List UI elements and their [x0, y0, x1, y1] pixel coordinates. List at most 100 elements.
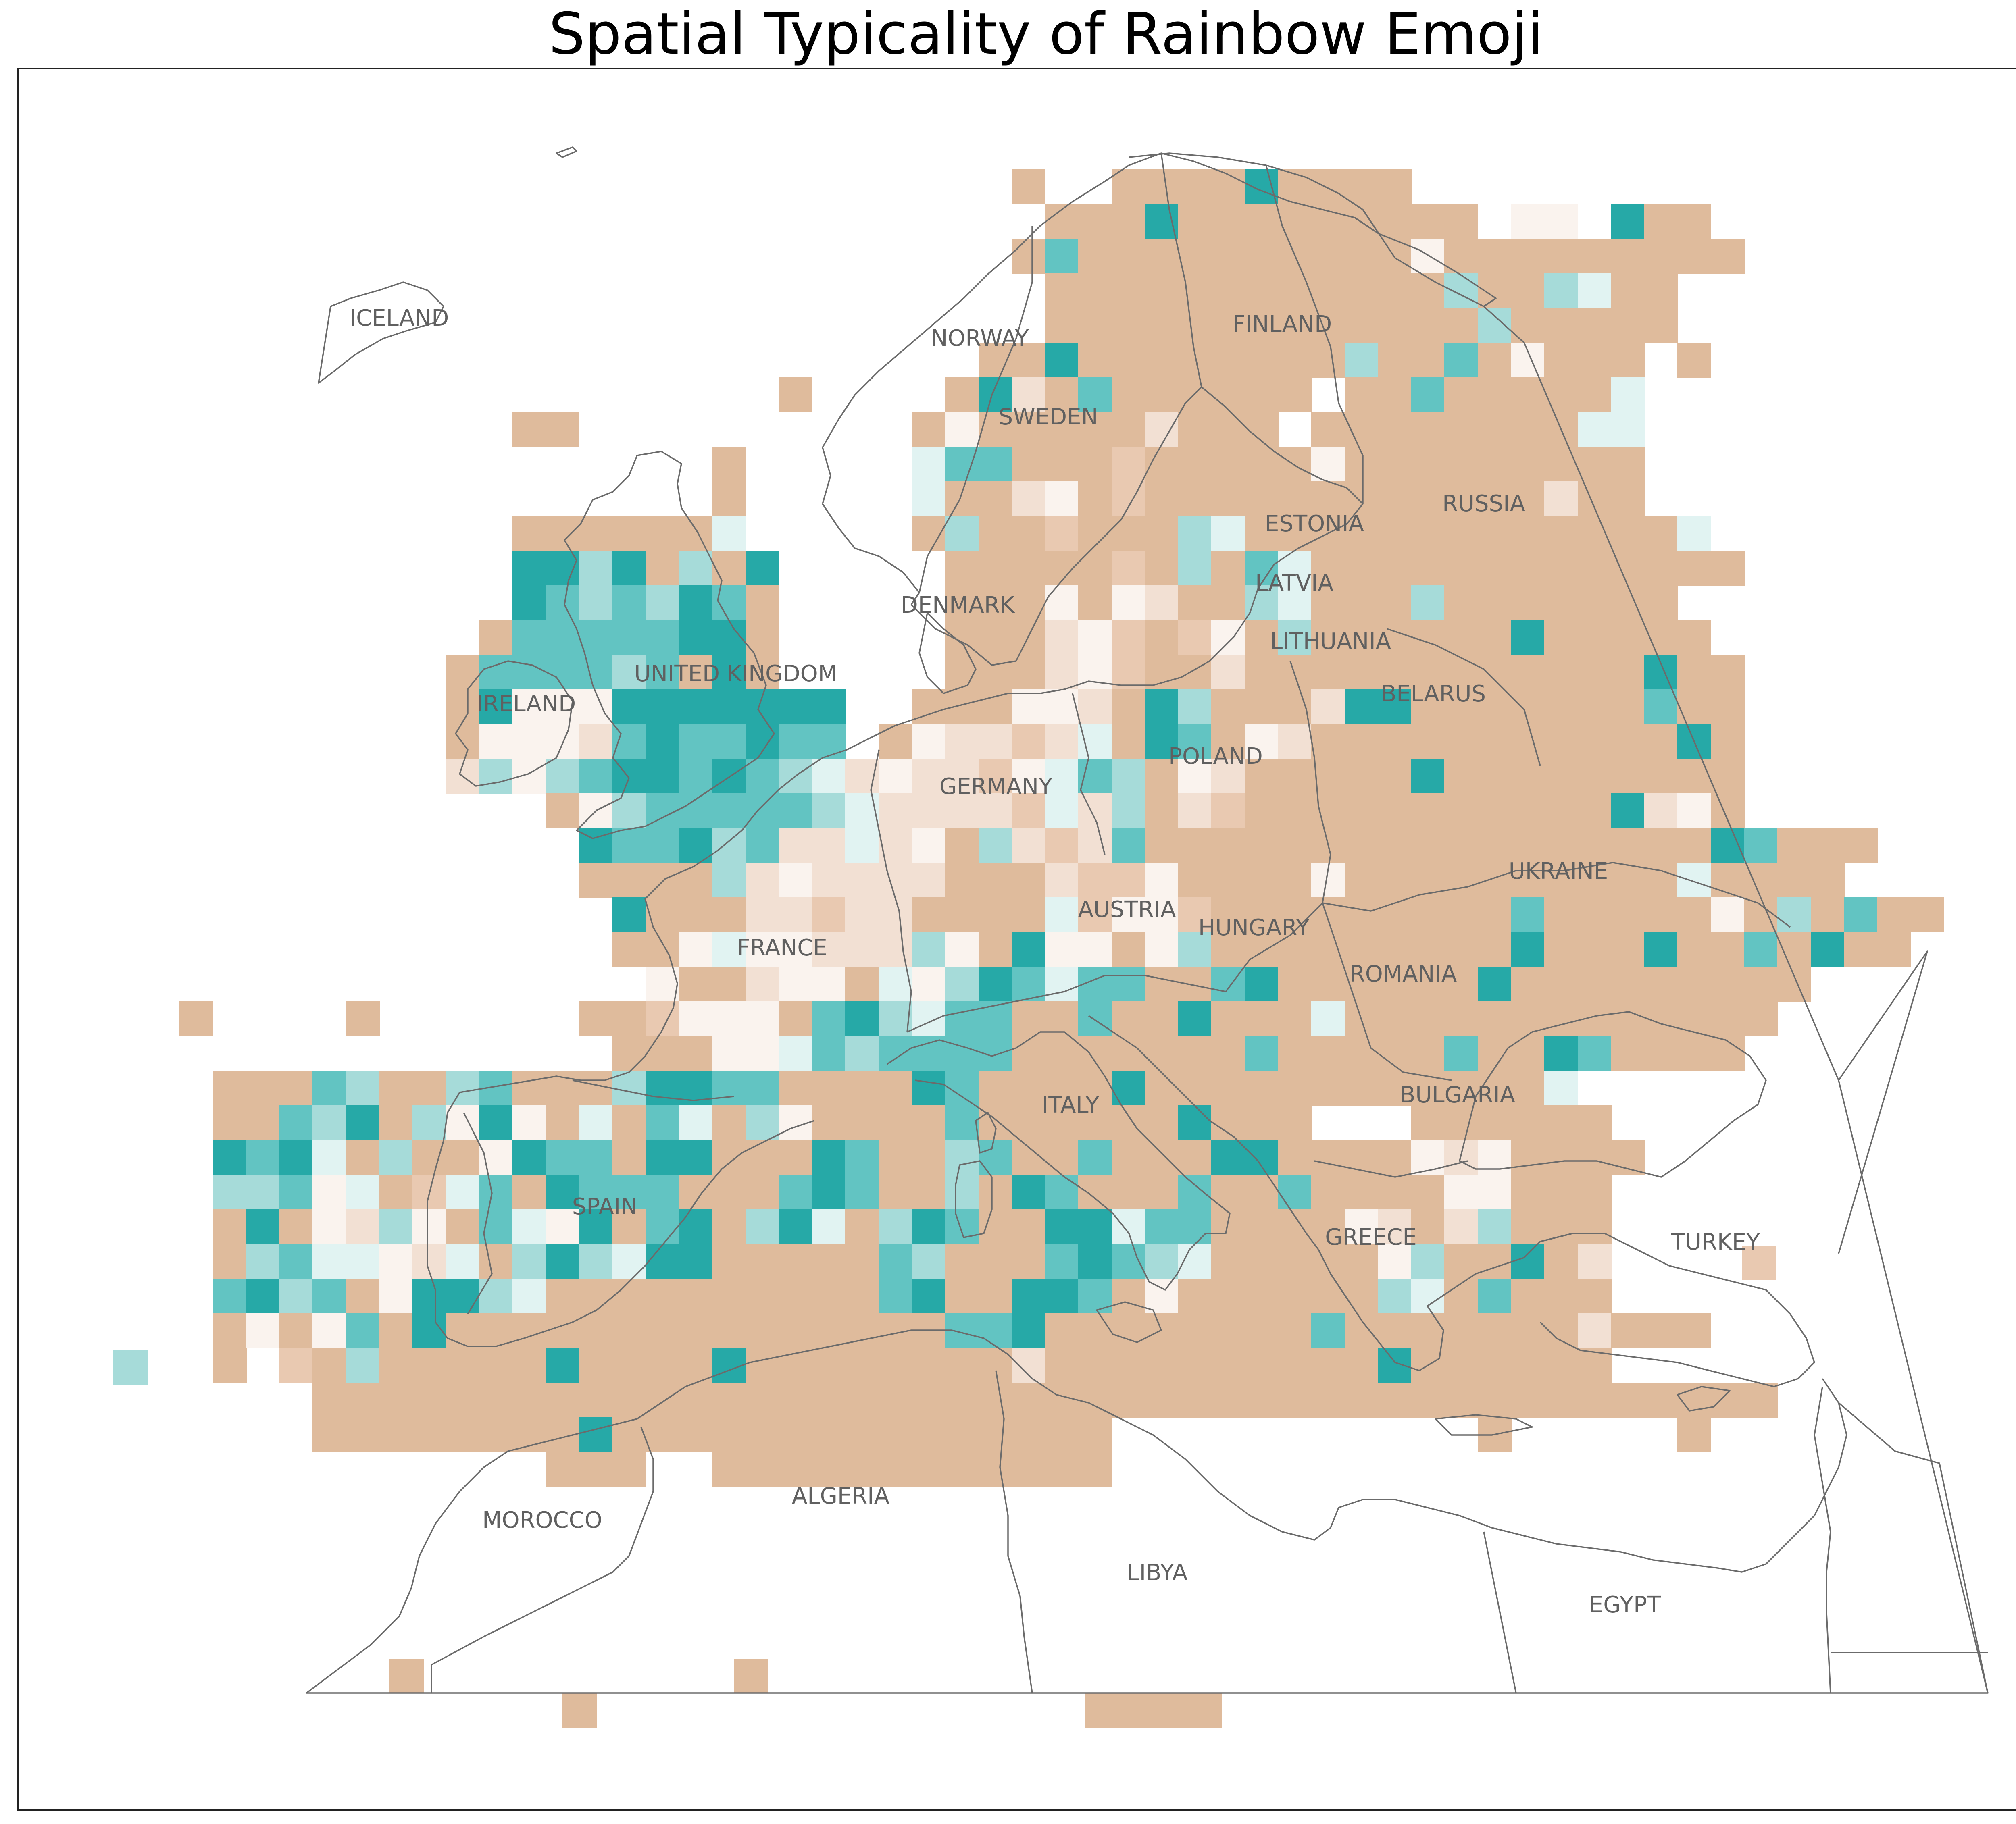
grid-cell	[945, 1209, 979, 1244]
grid-cell	[812, 1417, 846, 1452]
grid-cell	[1511, 1001, 1545, 1036]
grid-cell	[379, 1244, 413, 1279]
grid-cell	[646, 620, 679, 655]
grid-cell	[1178, 585, 1212, 620]
grid-cell	[646, 1417, 679, 1452]
grid-cell	[1112, 1244, 1145, 1279]
grid-cell	[1345, 1175, 1379, 1210]
grid-cell	[1378, 863, 1412, 898]
coastline-continent-west	[427, 693, 1040, 1347]
grid-cell	[1444, 1071, 1478, 1106]
grid-cell	[1145, 828, 1179, 863]
grid-cell	[1677, 1417, 1711, 1452]
grid-cell	[1211, 897, 1245, 932]
grid-cell	[1012, 343, 1045, 378]
grid-cell	[979, 377, 1012, 412]
grid-cell	[646, 759, 679, 794]
grid-cell	[579, 759, 613, 794]
country-label-libya: LIBYA	[1127, 1560, 1187, 1586]
grid-cell	[712, 1036, 746, 1071]
border-libya-egypt	[1483, 1531, 1517, 1693]
grid-cell	[1045, 1209, 1079, 1244]
grid-cell	[1478, 1105, 1512, 1140]
grid-cell	[1178, 828, 1212, 863]
grid-cell	[612, 1001, 646, 1036]
grid-cell	[546, 1071, 579, 1106]
grid-cell	[679, 516, 713, 551]
grid-cell	[945, 1036, 979, 1071]
grid-cell	[712, 1071, 746, 1106]
grid-cell	[1444, 620, 1478, 655]
grid-cell	[712, 759, 746, 794]
grid-cell	[979, 793, 1012, 828]
grid-cell	[979, 1452, 1012, 1487]
grid-cell	[1311, 724, 1345, 759]
grid-cell	[546, 1140, 579, 1175]
grid-cell	[1012, 1348, 1045, 1383]
grid-cell	[1245, 689, 1279, 724]
grid-cell	[845, 1417, 879, 1452]
grid-cell	[1078, 481, 1112, 516]
grid-cell	[1478, 377, 1512, 412]
grid-cell	[579, 620, 613, 655]
grid-cell	[1578, 1175, 1612, 1210]
grid-cell	[1078, 793, 1112, 828]
grid-cell	[389, 1659, 424, 1693]
grid-cell	[1677, 655, 1711, 690]
grid-cell	[213, 1244, 247, 1279]
grid-cell	[1378, 655, 1412, 690]
grid-cell	[1178, 516, 1212, 551]
grid-cell	[1744, 828, 1778, 863]
grid-cell	[1178, 204, 1212, 239]
grid-cell	[1378, 689, 1412, 724]
grid-cell	[779, 724, 812, 759]
grid-cell	[1178, 967, 1212, 1002]
grid-cell	[1178, 1036, 1212, 1071]
grid-cell	[1145, 1313, 1179, 1348]
grid-cell	[1045, 585, 1079, 620]
grid-cell	[1744, 967, 1778, 1002]
grid-cell	[779, 863, 812, 898]
grid-cell	[1012, 1175, 1045, 1210]
grid-cell	[746, 793, 779, 828]
grid-cell	[512, 1313, 546, 1348]
grid-cell	[779, 1417, 812, 1452]
grid-cell	[1112, 1209, 1145, 1244]
grid-cell	[1178, 1279, 1212, 1314]
grid-cell	[1278, 1001, 1312, 1036]
grid-cell	[1578, 828, 1612, 863]
grid-cell	[879, 1105, 912, 1140]
coastline-italy	[887, 1031, 1231, 1291]
grid-cell	[1378, 308, 1412, 343]
border-spain-portugal	[463, 1112, 493, 1314]
grid-cell	[1145, 759, 1179, 794]
grid-cell	[1245, 516, 1279, 551]
grid-cell	[579, 1175, 613, 1210]
grid-cell	[879, 1452, 912, 1487]
grid-cell	[1511, 1140, 1545, 1175]
grid-cell	[246, 1279, 280, 1314]
grid-cell	[1211, 1244, 1245, 1279]
grid-cell	[1045, 1279, 1079, 1314]
grid-cell	[213, 1140, 247, 1175]
grid-cell	[1544, 932, 1578, 967]
grid-cell	[1045, 655, 1079, 690]
grid-cell	[1578, 1140, 1612, 1175]
border-france-germany	[870, 749, 912, 1032]
grid-cell	[1644, 1036, 1678, 1071]
grid-cell	[579, 1313, 613, 1348]
grid-cell	[1478, 273, 1512, 308]
grid-cell	[979, 447, 1012, 482]
grid-cell	[1345, 169, 1379, 204]
grid-cell	[1611, 1001, 1645, 1036]
grid-cell	[1611, 793, 1645, 828]
grid-cell	[379, 1383, 413, 1418]
grid-cell	[1078, 273, 1112, 308]
grid-cell	[1187, 1693, 1222, 1728]
grid-cell	[1611, 585, 1645, 620]
grid-cell	[1478, 1036, 1512, 1071]
grid-cell	[1311, 1383, 1345, 1418]
grid-cell	[1511, 343, 1545, 378]
grid-cell	[1078, 1417, 1112, 1452]
grid-cell	[1478, 689, 1512, 724]
